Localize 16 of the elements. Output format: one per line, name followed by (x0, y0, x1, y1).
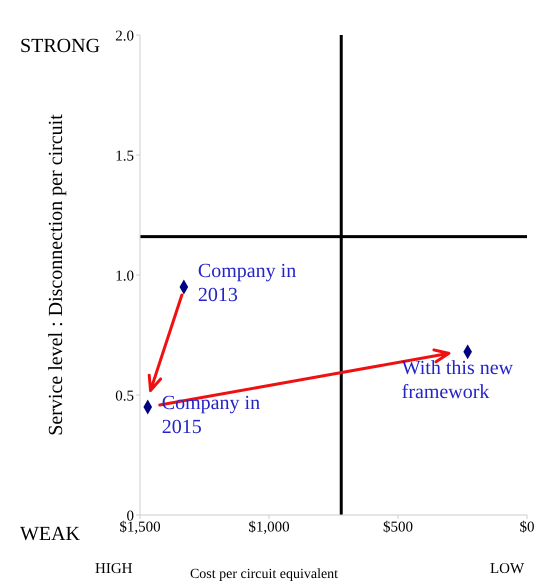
y-tick-label: 1.0 (115, 268, 134, 284)
text: LOW (490, 561, 525, 577)
x-tick-label: $1,000 (248, 520, 290, 536)
annotation: Company in 2015 (162, 392, 260, 438)
x-axis-title: Cost per circuit equivalent (190, 567, 338, 582)
y-tick-label: 1.5 (115, 148, 134, 164)
x-tick-label: $500 (383, 520, 413, 536)
x-tick-label: $0 (520, 520, 534, 536)
annotation: Company in 2013 (198, 260, 296, 306)
text: WEAK (20, 523, 81, 545)
y-tick-label: 2.0 (115, 28, 134, 44)
annotation: With this new framework (402, 356, 514, 403)
text: HIGH (95, 561, 133, 577)
y-axis-title: Service level : Disconnection per circuit (45, 114, 67, 436)
text: STRONG (20, 35, 100, 57)
y-tick-label: 0.5 (115, 388, 134, 404)
